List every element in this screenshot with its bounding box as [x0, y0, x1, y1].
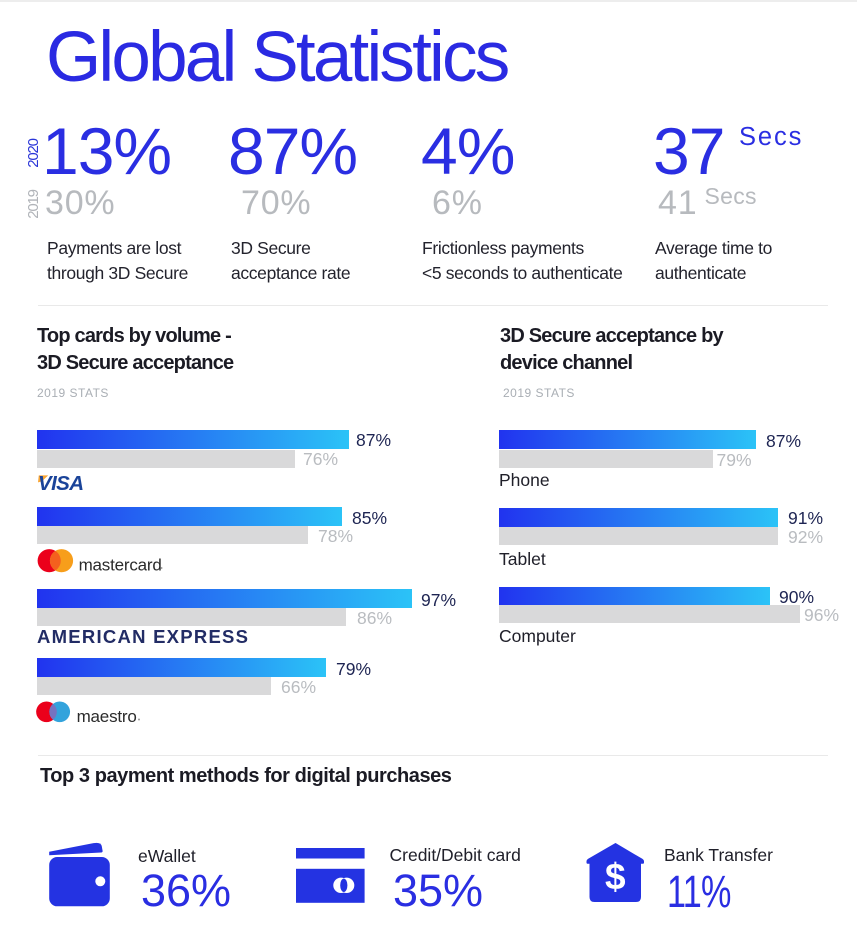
- svg-text:maestro: maestro: [77, 707, 137, 723]
- svg-text:mastercard: mastercard: [79, 555, 162, 573]
- svg-text:$: $: [605, 856, 626, 897]
- svg-text:VISA: VISA: [38, 474, 83, 492]
